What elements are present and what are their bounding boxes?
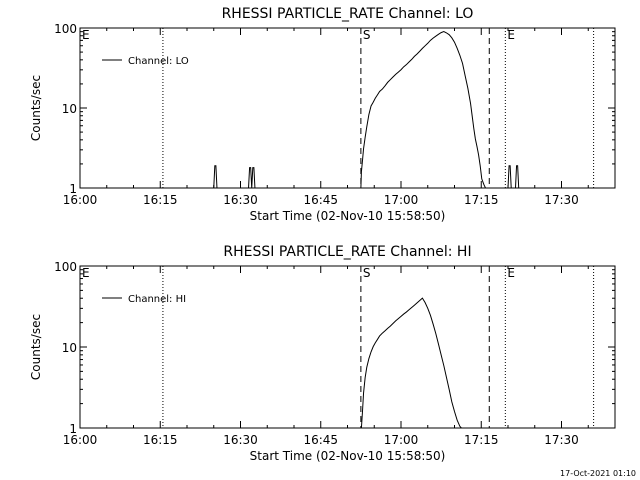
plot-frame [79,265,616,429]
x-tick-label: 16:30 [223,193,258,207]
chart-title: RHESSI PARTICLE_RATE Channel: LO [222,6,474,22]
marker-label: E [82,266,90,280]
y-tick-label: 10 [62,341,77,355]
x-tick-label: 16:30 [223,433,258,447]
marker-label: E [507,266,515,280]
series-line [80,31,615,189]
series-line [360,297,462,429]
x-tick-label: 17:30 [544,433,579,447]
plot-frame [79,27,616,189]
panel-lo: RHESSI PARTICLE_RATE Channel: LO 16:00 16:… [29,6,616,223]
panel-hi: RHESSI PARTICLE_RATE Channel: HI 16:00 16:… [29,244,616,463]
legend-label: Channel: HI [128,294,186,305]
y-axis-label: Counts/sec [29,314,43,380]
x-tick-label: 17:00 [384,433,419,447]
x-tick-label: 17:15 [464,193,499,207]
y-tick-label: 10 [62,102,77,116]
x-tick-label: 16:15 [143,433,178,447]
x-axis-label: Start Time (02-Nov-10 15:58:50) [250,449,446,463]
x-tick-label: 16:45 [303,193,338,207]
marker-label: E [82,28,90,42]
x-axis-label: Start Time (02-Nov-10 15:58:50) [250,209,446,223]
x-tick-label: 17:30 [544,193,579,207]
x-tick-label: 16:15 [143,193,178,207]
y-tick-label: 100 [54,22,77,36]
y-tick-label: 100 [54,260,77,274]
marker-label: E [507,28,515,42]
x-tick-label: 16:00 [63,193,98,207]
footer-timestamp: 17-Oct-2021 01:10 [560,469,636,478]
x-tick-label: 16:00 [63,433,98,447]
y-tick-label: 1 [69,182,77,196]
x-tick-label: 16:45 [303,433,338,447]
x-tick-label: 17:15 [464,433,499,447]
legend-label: Channel: LO [128,56,189,67]
chart-title: RHESSI PARTICLE_RATE Channel: HI [223,244,471,260]
x-tick-label: 17:00 [384,193,419,207]
y-axis-label: Counts/sec [29,75,43,141]
marker-label: S [363,266,371,280]
marker-label: S [363,28,371,42]
y-tick-label: 1 [69,422,77,436]
